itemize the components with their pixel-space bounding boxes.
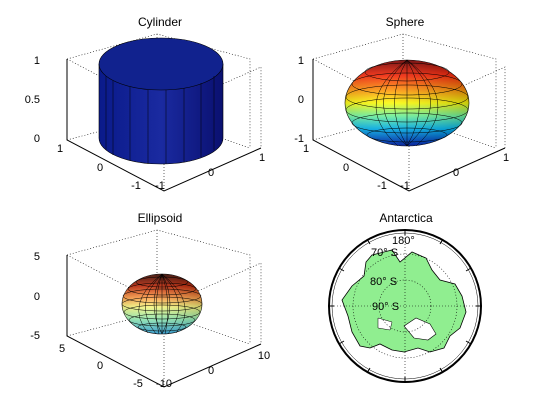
tick-label: 0 [208,167,214,179]
latitude-label: 90° S [372,301,399,313]
latitude-label: 80° S [370,276,397,288]
tick-label: 0 [343,162,349,174]
plot-title: Antarctica [379,211,433,225]
cylinder-mesh [105,76,215,164]
y-tick-labels: 1 0 -1 [303,143,387,192]
x-tick-labels: -1 0 1 [155,152,265,192]
tick-label: 10 [258,350,270,362]
tick-label: 1 [298,55,304,67]
ellipsoid-plot: Ellipsoid [30,211,270,390]
frame-tick-marks [328,229,482,383]
tick-label: 0 [97,162,103,174]
sphere-mesh [345,59,469,147]
tick-label: -5 [133,378,143,390]
plot-title: Sphere [386,15,425,29]
tick-label: 0 [208,365,214,377]
tick-label: 5 [59,343,65,355]
y-tick-labels: 5 0 -5 [59,343,143,390]
z-tick-labels: 1 0.5 0 [25,55,40,145]
cylinder-surface [98,37,224,165]
z-tick-labels: 5 0 -5 [30,251,40,342]
sphere-surface [344,59,470,147]
tick-label: 1 [34,55,40,67]
y-tick-labels: 1 0 -1 [57,143,141,192]
x-tick-labels: -1 0 1 [400,152,509,192]
antarctica-map: Antarctica [328,211,482,383]
tick-label: 0.5 [25,94,40,106]
tick-label: 1 [57,143,63,155]
cylinder-plot: Cylinder 1 0.5 [25,15,265,192]
x-tick-labels: -10 0 10 [156,350,270,390]
land-polygon [341,249,467,353]
tick-label: 0 [298,94,304,106]
tick-label: -1 [131,180,141,192]
latitude-labels: 70° S 80° S 90° S 180° [370,235,415,313]
z-tick-labels: 1 0 -1 [294,55,304,145]
tick-label: 0 [453,167,459,179]
tick-label: 0 [34,133,40,145]
latitude-label: 70° S [371,247,398,259]
tick-label: 5 [34,251,40,263]
ellipsoid-mesh [121,273,203,335]
tick-label: -1 [400,180,410,192]
tick-label: -1 [294,133,304,145]
tick-label: -10 [156,378,172,390]
tick-label: -1 [377,180,387,192]
sphere-plot: Sphere [294,15,509,192]
tick-label: 0 [34,291,40,303]
tick-label: 0 [97,360,103,372]
tick-label: 1 [503,152,509,164]
graticule [331,232,479,380]
frame-label: 180° [392,235,415,247]
tick-label: -5 [30,330,40,342]
tick-label: 1 [259,152,265,164]
tick-label: 1 [303,143,309,155]
ellipsoid-surface [121,273,203,335]
tick-label: -1 [155,180,165,192]
plot-title: Ellipsoid [138,211,183,225]
plot-title: Cylinder [138,15,182,29]
